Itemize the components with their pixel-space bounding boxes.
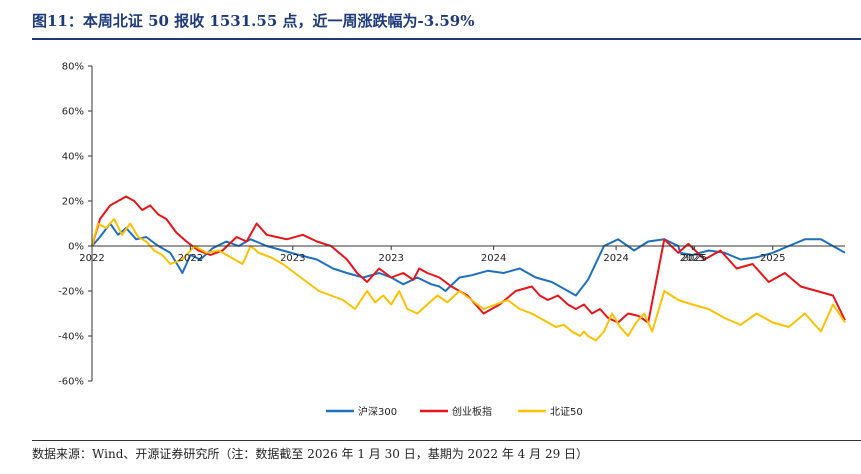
title-rule bbox=[32, 38, 861, 40]
x-tick-label: 2022 bbox=[178, 253, 203, 264]
series-layer bbox=[91, 195, 846, 342]
y-tick-label: 80% bbox=[62, 62, 84, 73]
y-tick-label: -60% bbox=[58, 377, 84, 388]
footer-rule bbox=[32, 440, 861, 441]
x-tick-label: 2025 bbox=[680, 253, 705, 264]
y-tick-label: -40% bbox=[58, 332, 84, 343]
y-tick-label: 40% bbox=[62, 152, 84, 163]
legend-label-chinext: 创业板指 bbox=[452, 405, 492, 418]
x-tick-label: 2023 bbox=[280, 253, 305, 264]
legend: 沪深300 创业板指 北证50 bbox=[326, 405, 583, 418]
y-tick-label: -20% bbox=[58, 287, 84, 298]
y-tick-label: 20% bbox=[62, 197, 84, 208]
series-line-bse50 bbox=[91, 218, 846, 342]
series-line-hs300 bbox=[91, 222, 846, 297]
figure-title: 图11：本周北证 50 报收 1531.55 点，近一周涨跌幅为-3.59% bbox=[32, 12, 475, 30]
source-note: 数据来源：Wind、开源证券研究所（注：数据截至 2026 年 1 月 30 日… bbox=[32, 447, 589, 461]
legend-label-hs300: 沪深300 bbox=[358, 405, 397, 418]
series-line-chinext bbox=[91, 195, 846, 324]
y-tick-labels: 80% 60% 40% 20% 0% -20% -40% -60% bbox=[58, 62, 92, 388]
x-tick-label: 2022 bbox=[79, 253, 104, 264]
y-tick-label: 0% bbox=[68, 242, 84, 253]
x-tick-label: 2024 bbox=[603, 253, 628, 264]
x-tick-label: 2025 bbox=[682, 253, 707, 264]
y-tick-label: 60% bbox=[62, 107, 84, 118]
axes-layer bbox=[91, 66, 845, 381]
x-tick-label: 2025 bbox=[760, 253, 785, 264]
legend-label-bse50: 北证50 bbox=[550, 406, 583, 418]
x-tick-label: 2024 bbox=[481, 253, 506, 264]
x-tick-label: 2023 bbox=[378, 253, 403, 264]
